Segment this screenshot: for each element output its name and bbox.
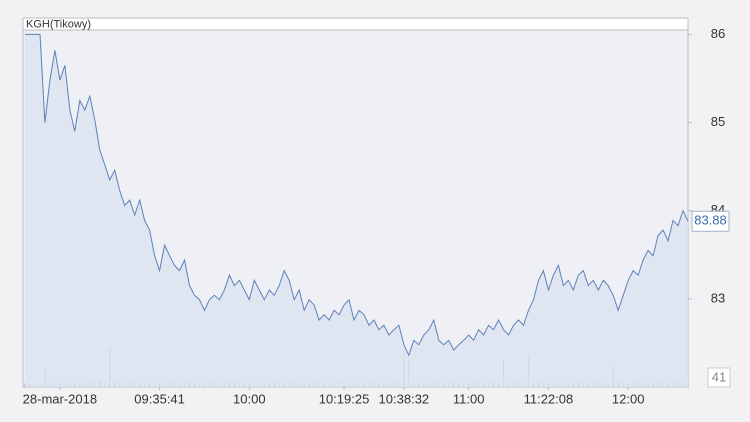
chart-title: KGH(Tikowy) (26, 18, 91, 30)
last-volume-box (707, 367, 731, 388)
x-tick-label: 10:19:25 (319, 391, 370, 406)
x-tick-label: 28-mar-2018 (23, 391, 97, 406)
y-tick-label: 85 (711, 114, 725, 129)
x-tick-label: 12:00 (612, 391, 645, 406)
y-tick-label: 86 (711, 26, 725, 41)
header-bar (22, 17, 689, 31)
x-tick-label: 09:35:41 (134, 391, 185, 406)
y-tick-label: 83 (711, 290, 725, 305)
last-price-box (691, 210, 730, 232)
x-tick-label: 11:00 (453, 391, 485, 406)
last-volume-label: 41 (712, 369, 726, 384)
area-fill (25, 34, 688, 388)
last-price-label: 83.88 (694, 213, 727, 228)
x-tick-label: 10:38:32 (379, 391, 430, 406)
x-tick-label: 11:22:08 (524, 391, 574, 406)
x-tick-label: 10:00 (233, 391, 266, 406)
price-line (25, 33, 689, 357)
